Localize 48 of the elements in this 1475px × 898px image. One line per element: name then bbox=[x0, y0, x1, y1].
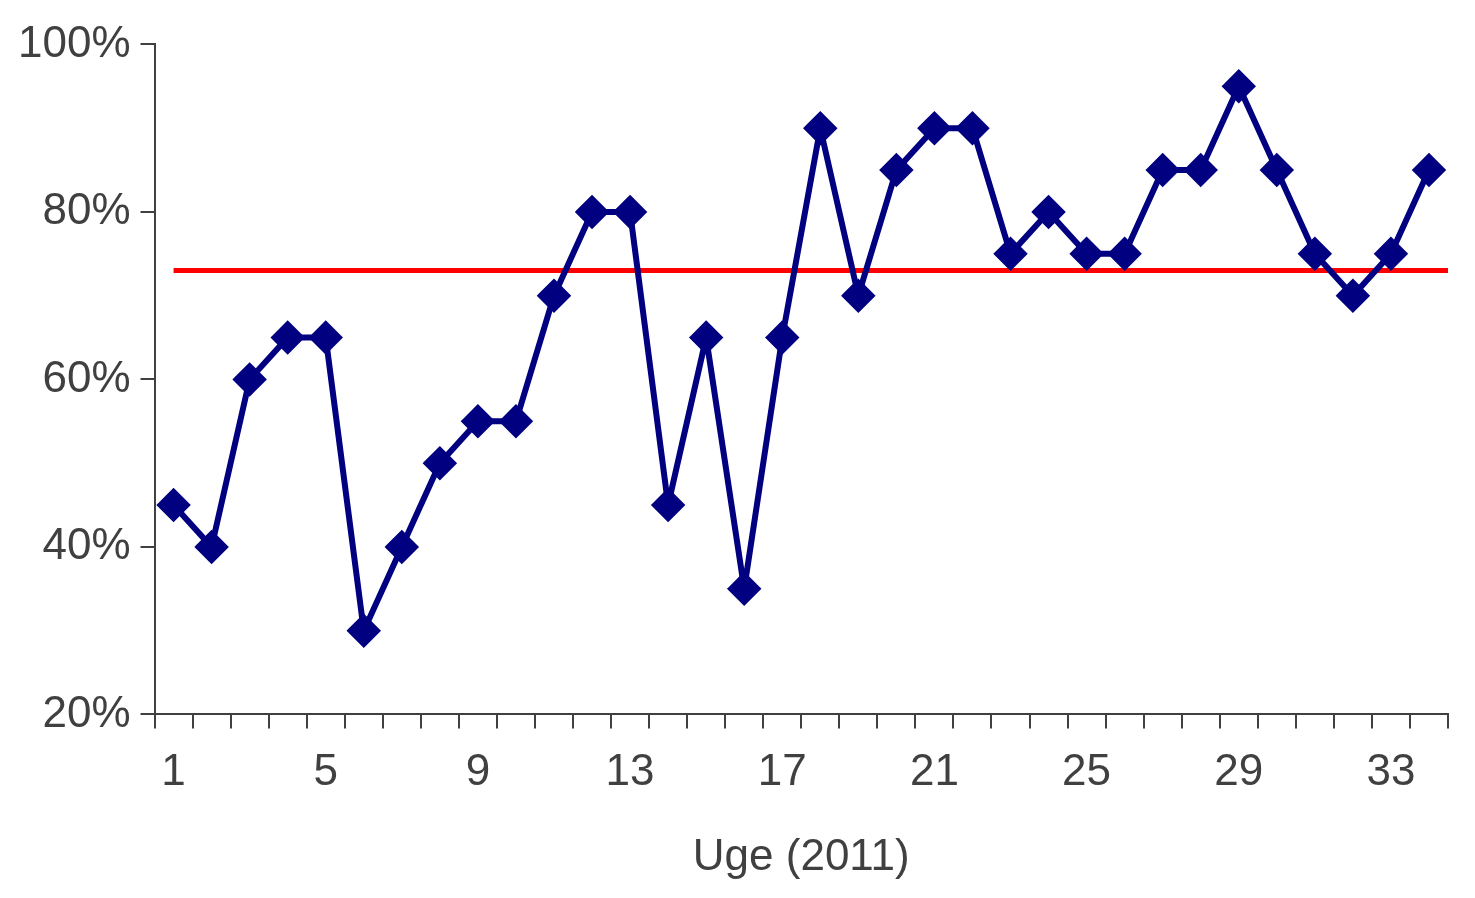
y-tick-label: 60% bbox=[42, 351, 131, 401]
point bbox=[1108, 237, 1141, 270]
point bbox=[1336, 279, 1369, 312]
point bbox=[1146, 154, 1179, 187]
x-tick-label: 13 bbox=[605, 744, 655, 794]
point bbox=[499, 405, 532, 438]
point bbox=[766, 321, 799, 354]
point bbox=[804, 112, 837, 145]
x-tick-label: 29 bbox=[1214, 744, 1264, 794]
point bbox=[1260, 154, 1293, 187]
point bbox=[309, 321, 342, 354]
x-tick-label: 21 bbox=[909, 744, 959, 794]
point bbox=[918, 112, 951, 145]
point bbox=[423, 447, 456, 480]
point bbox=[461, 405, 494, 438]
x-tick-label: 17 bbox=[757, 744, 807, 794]
point bbox=[614, 195, 647, 228]
point bbox=[690, 321, 723, 354]
point bbox=[347, 614, 380, 647]
point bbox=[576, 195, 609, 228]
point bbox=[1032, 195, 1065, 228]
y-tick-label: 40% bbox=[42, 519, 131, 569]
point bbox=[271, 321, 304, 354]
point bbox=[233, 363, 266, 396]
point bbox=[157, 489, 190, 522]
point bbox=[956, 112, 989, 145]
point bbox=[195, 530, 228, 563]
x-tick-label: 25 bbox=[1062, 744, 1112, 794]
point bbox=[994, 237, 1027, 270]
point bbox=[1298, 237, 1331, 270]
x-axis-title: Uge (2011) bbox=[692, 829, 910, 879]
y-tick-label: 100% bbox=[17, 16, 131, 66]
point bbox=[385, 530, 418, 563]
point bbox=[1374, 237, 1407, 270]
x-tick-label: 1 bbox=[161, 744, 186, 794]
y-tick-label: 20% bbox=[42, 686, 131, 736]
y-tick-label: 80% bbox=[42, 184, 131, 234]
point bbox=[1412, 154, 1445, 187]
x-tick-label: 5 bbox=[313, 744, 338, 794]
point bbox=[652, 489, 685, 522]
point bbox=[880, 154, 913, 187]
x-tick-label: 9 bbox=[465, 744, 491, 794]
x-tick-label: 33 bbox=[1366, 744, 1416, 794]
point bbox=[537, 279, 570, 312]
point bbox=[1070, 237, 1103, 270]
point bbox=[842, 279, 875, 312]
point bbox=[1222, 70, 1255, 103]
point bbox=[1184, 154, 1217, 187]
